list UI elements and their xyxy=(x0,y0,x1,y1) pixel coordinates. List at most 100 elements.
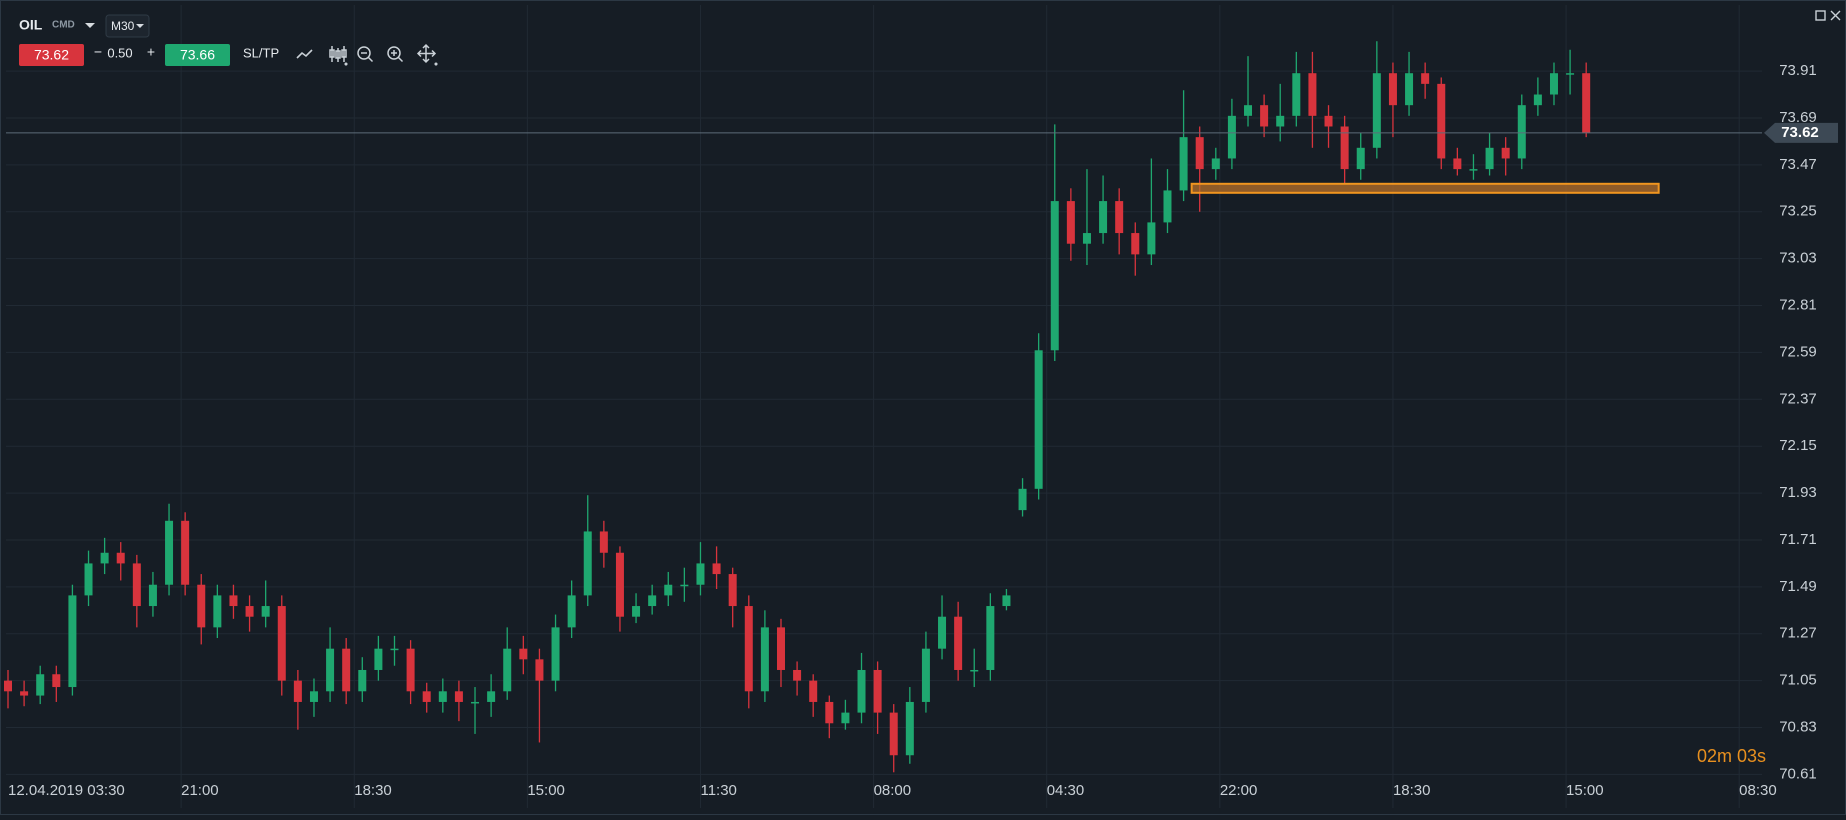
sell-price[interactable]: 73.62 xyxy=(34,47,69,63)
maximize-button[interactable] xyxy=(1815,10,1826,21)
candle-body xyxy=(1276,115,1285,127)
candle-body xyxy=(680,584,689,587)
candle-body xyxy=(1211,158,1220,170)
candle-body xyxy=(744,606,753,692)
y-tick-label: 72.81 xyxy=(1779,296,1817,313)
candle-body xyxy=(760,627,769,692)
x-tick-label: 04:30 xyxy=(1047,782,1085,799)
candle-body xyxy=(148,584,157,607)
crosshair-icon[interactable] xyxy=(416,43,438,66)
candle-body xyxy=(454,691,463,702)
zoom-out-icon[interactable] xyxy=(357,46,374,63)
candle-body xyxy=(1308,73,1317,116)
candle-body xyxy=(1340,126,1349,170)
candle-body xyxy=(1163,190,1172,223)
candle-body xyxy=(873,669,882,713)
y-tick-label: 70.61 xyxy=(1779,765,1817,782)
zoom-in-icon[interactable] xyxy=(387,46,404,63)
candle-body xyxy=(712,563,721,575)
candle-body xyxy=(261,606,270,617)
x-tick-label: 08:00 xyxy=(874,782,912,799)
candle-body xyxy=(938,616,947,649)
candle-body xyxy=(1260,105,1269,127)
candle-body xyxy=(793,669,802,681)
x-tick-label: 15:00 xyxy=(1566,782,1604,799)
volume-plus[interactable]: + xyxy=(147,44,155,60)
timeframe[interactable]: M30 xyxy=(111,19,135,33)
plot xyxy=(4,41,1762,773)
timeframe-dropdown[interactable] xyxy=(136,24,144,28)
candle-body xyxy=(1421,73,1430,84)
candle-body xyxy=(1533,94,1542,106)
candle-body xyxy=(1356,147,1365,170)
y-tick-label: 70.83 xyxy=(1779,719,1817,736)
candle-body xyxy=(1034,350,1043,489)
x-tick-label: 22:00 xyxy=(1220,782,1258,799)
buy-price[interactable]: 73.66 xyxy=(180,47,215,63)
close-button[interactable] xyxy=(1830,10,1841,21)
candle-body xyxy=(728,574,737,607)
candle-body xyxy=(342,648,351,692)
candle-body xyxy=(487,691,496,702)
candle-body xyxy=(615,552,624,617)
sltp-button[interactable]: SL/TP xyxy=(243,45,279,60)
group-dropdown[interactable] xyxy=(85,23,95,28)
x-tick-label: 11:30 xyxy=(700,782,736,799)
candle-body xyxy=(776,627,785,670)
candle-body xyxy=(100,552,109,564)
candle-body xyxy=(1549,73,1558,95)
y-tick-label: 71.49 xyxy=(1779,578,1817,595)
candle-body xyxy=(1147,222,1156,255)
candle-body xyxy=(422,691,431,702)
x-tick-label: 15:00 xyxy=(527,782,565,799)
candle-body xyxy=(1517,105,1526,159)
candle-body xyxy=(229,595,238,607)
candle-type-icon[interactable] xyxy=(329,46,348,66)
candle-body xyxy=(213,595,222,628)
y-tick-label: 73.47 xyxy=(1779,156,1817,173)
candle-body xyxy=(857,669,866,713)
candle-body xyxy=(1082,233,1091,244)
candle-body xyxy=(1115,201,1124,234)
x-tick-label: 21:00 xyxy=(181,782,219,799)
candle-body xyxy=(52,674,61,688)
symbol[interactable]: OIL xyxy=(19,17,43,33)
candle-body xyxy=(277,606,286,681)
y-tick-label: 72.37 xyxy=(1779,390,1817,407)
candle-body xyxy=(406,648,415,692)
current-price-tag xyxy=(1764,122,1838,143)
x-tick-label: 18:30 xyxy=(354,782,392,799)
candle-body xyxy=(1131,233,1140,255)
candle-body xyxy=(1195,137,1204,170)
candle-body xyxy=(696,563,705,585)
candle-body xyxy=(132,563,141,607)
volume[interactable]: 0.50 xyxy=(107,45,132,60)
candle-body xyxy=(374,648,383,670)
sell-button[interactable] xyxy=(19,44,84,66)
candle-body xyxy=(165,520,174,585)
buy-button[interactable] xyxy=(165,44,230,66)
candle-body xyxy=(1179,137,1188,191)
candle-timer: 02m 03s xyxy=(1697,746,1766,766)
line-chart-icon[interactable] xyxy=(296,49,313,59)
candle-body xyxy=(1292,73,1301,116)
candle-body xyxy=(1244,105,1253,116)
timeframe-box[interactable] xyxy=(105,14,150,38)
candle-body xyxy=(1388,73,1397,106)
candle-body xyxy=(1050,201,1059,351)
candle-body xyxy=(519,648,528,660)
candle-body xyxy=(1405,73,1414,106)
x-tick-label: 18:30 xyxy=(1393,782,1431,799)
candle-body xyxy=(1501,147,1510,159)
candle-body xyxy=(358,669,367,692)
candle-body xyxy=(503,648,512,692)
candle-body xyxy=(1018,488,1027,511)
price-level xyxy=(1190,182,1660,194)
candle-body xyxy=(1227,115,1236,159)
volume-minus[interactable]: − xyxy=(94,44,102,60)
y-tick-label: 73.25 xyxy=(1779,203,1817,220)
candle-body xyxy=(1372,73,1381,148)
group[interactable]: CMD xyxy=(52,20,75,31)
candle-body xyxy=(664,584,673,596)
